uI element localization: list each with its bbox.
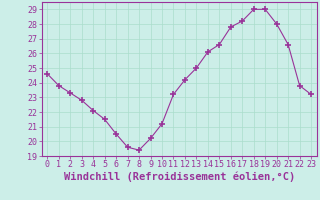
- X-axis label: Windchill (Refroidissement éolien,°C): Windchill (Refroidissement éolien,°C): [64, 172, 295, 182]
